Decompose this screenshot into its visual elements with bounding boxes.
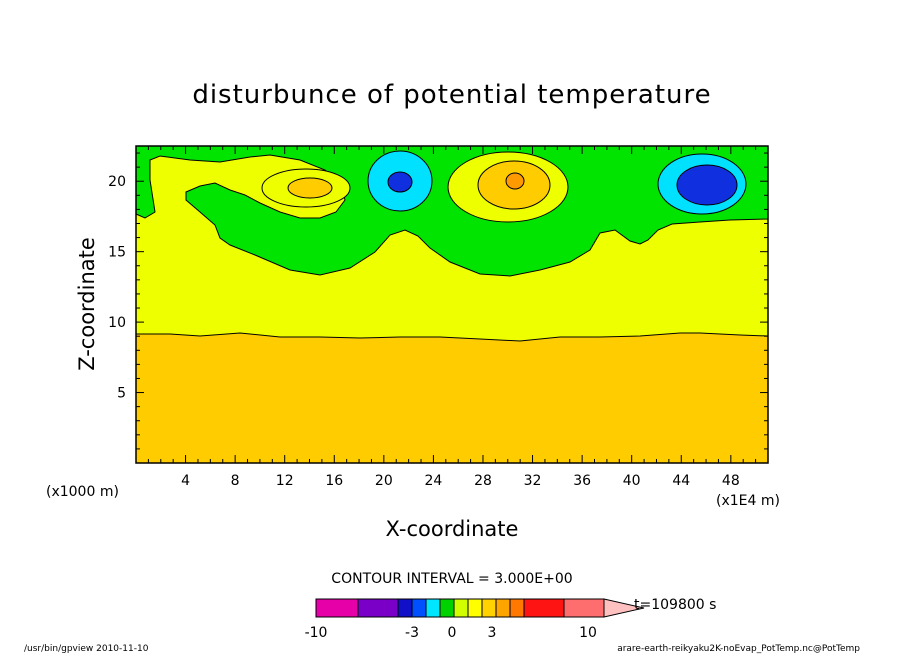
colorbar-tick-label: 10	[579, 625, 597, 641]
x-axis-ticks: 4 8 12 16 20 24 28 32 36 40 44 48	[147, 146, 757, 489]
colorbar-swatch	[509, 598, 525, 618]
colorbar-swatch	[495, 598, 511, 618]
cold-cell-1-inner	[387, 171, 413, 193]
x-tick-label: 44	[672, 473, 690, 489]
colorbar-swatch	[467, 598, 483, 618]
y-axis-unit: (x1000 m)	[46, 484, 119, 500]
colorbar-tick-label: 3	[488, 625, 497, 641]
colorbar-swatch	[357, 598, 399, 618]
x-axis-unit: (x1E4 m)	[716, 493, 780, 509]
x-axis-title: X-coordinate	[386, 517, 519, 541]
y-axis-title: Z-coordinate	[75, 237, 99, 371]
colorbar-swatch	[481, 598, 497, 618]
colorbar-overflow-triangle	[603, 598, 645, 618]
colorbar-swatch	[439, 598, 455, 618]
x-tick-label: 36	[573, 473, 591, 489]
warm-cell-2-inner	[505, 172, 525, 190]
chart-title: disturbunce of potential temperature	[192, 80, 711, 110]
colorbar-swatch	[315, 598, 359, 618]
x-tick-label: 4	[181, 473, 190, 489]
x-tick-label: 16	[325, 473, 343, 489]
y-tick-label: 15	[108, 245, 126, 261]
x-tick-label: 40	[623, 473, 641, 489]
layer-6-to-9	[135, 145, 769, 277]
x-tick-label: 32	[524, 473, 542, 489]
colorbar-tick-label: 0	[448, 625, 457, 641]
footer-right: arare-earth-reikyaku2K-noEvap_PotTemp.nc…	[617, 644, 860, 654]
y-axis-ticks: 5 10 15 20	[108, 152, 768, 450]
colorbar-tick-label: -10	[305, 625, 328, 641]
warm-cell-1-inner	[287, 177, 333, 199]
colorbar: -10 -3 0 3 10	[305, 598, 645, 641]
y-tick-label: 5	[117, 386, 126, 402]
plot-area	[135, 145, 769, 464]
colorbar-swatch	[425, 598, 441, 618]
colorbar-swatch	[397, 598, 413, 618]
x-tick-label: 20	[375, 473, 393, 489]
plot-frame	[135, 145, 769, 464]
x-tick-label: 28	[474, 473, 492, 489]
x-tick-label: 8	[231, 473, 240, 489]
y-tick-label: 10	[108, 315, 126, 331]
colorbar-tick-label: -3	[405, 625, 419, 641]
y-tick-label: 20	[108, 174, 126, 190]
x-tick-label: 48	[722, 473, 740, 489]
cold-cell-2-inner	[676, 164, 738, 206]
colorbar-swatch	[523, 598, 565, 618]
time-label: t=109800 s	[634, 597, 716, 613]
colorbar-swatch	[453, 598, 469, 618]
x-tick-label: 12	[276, 473, 294, 489]
x-tick-label: 24	[424, 473, 442, 489]
colorbar-swatch	[563, 598, 605, 618]
footer-left: /usr/bin/gpview 2010-11-10	[24, 644, 149, 654]
colorbar-swatch	[411, 598, 427, 618]
contour-interval: CONTOUR INTERVAL = 3.000E+00	[331, 571, 572, 587]
